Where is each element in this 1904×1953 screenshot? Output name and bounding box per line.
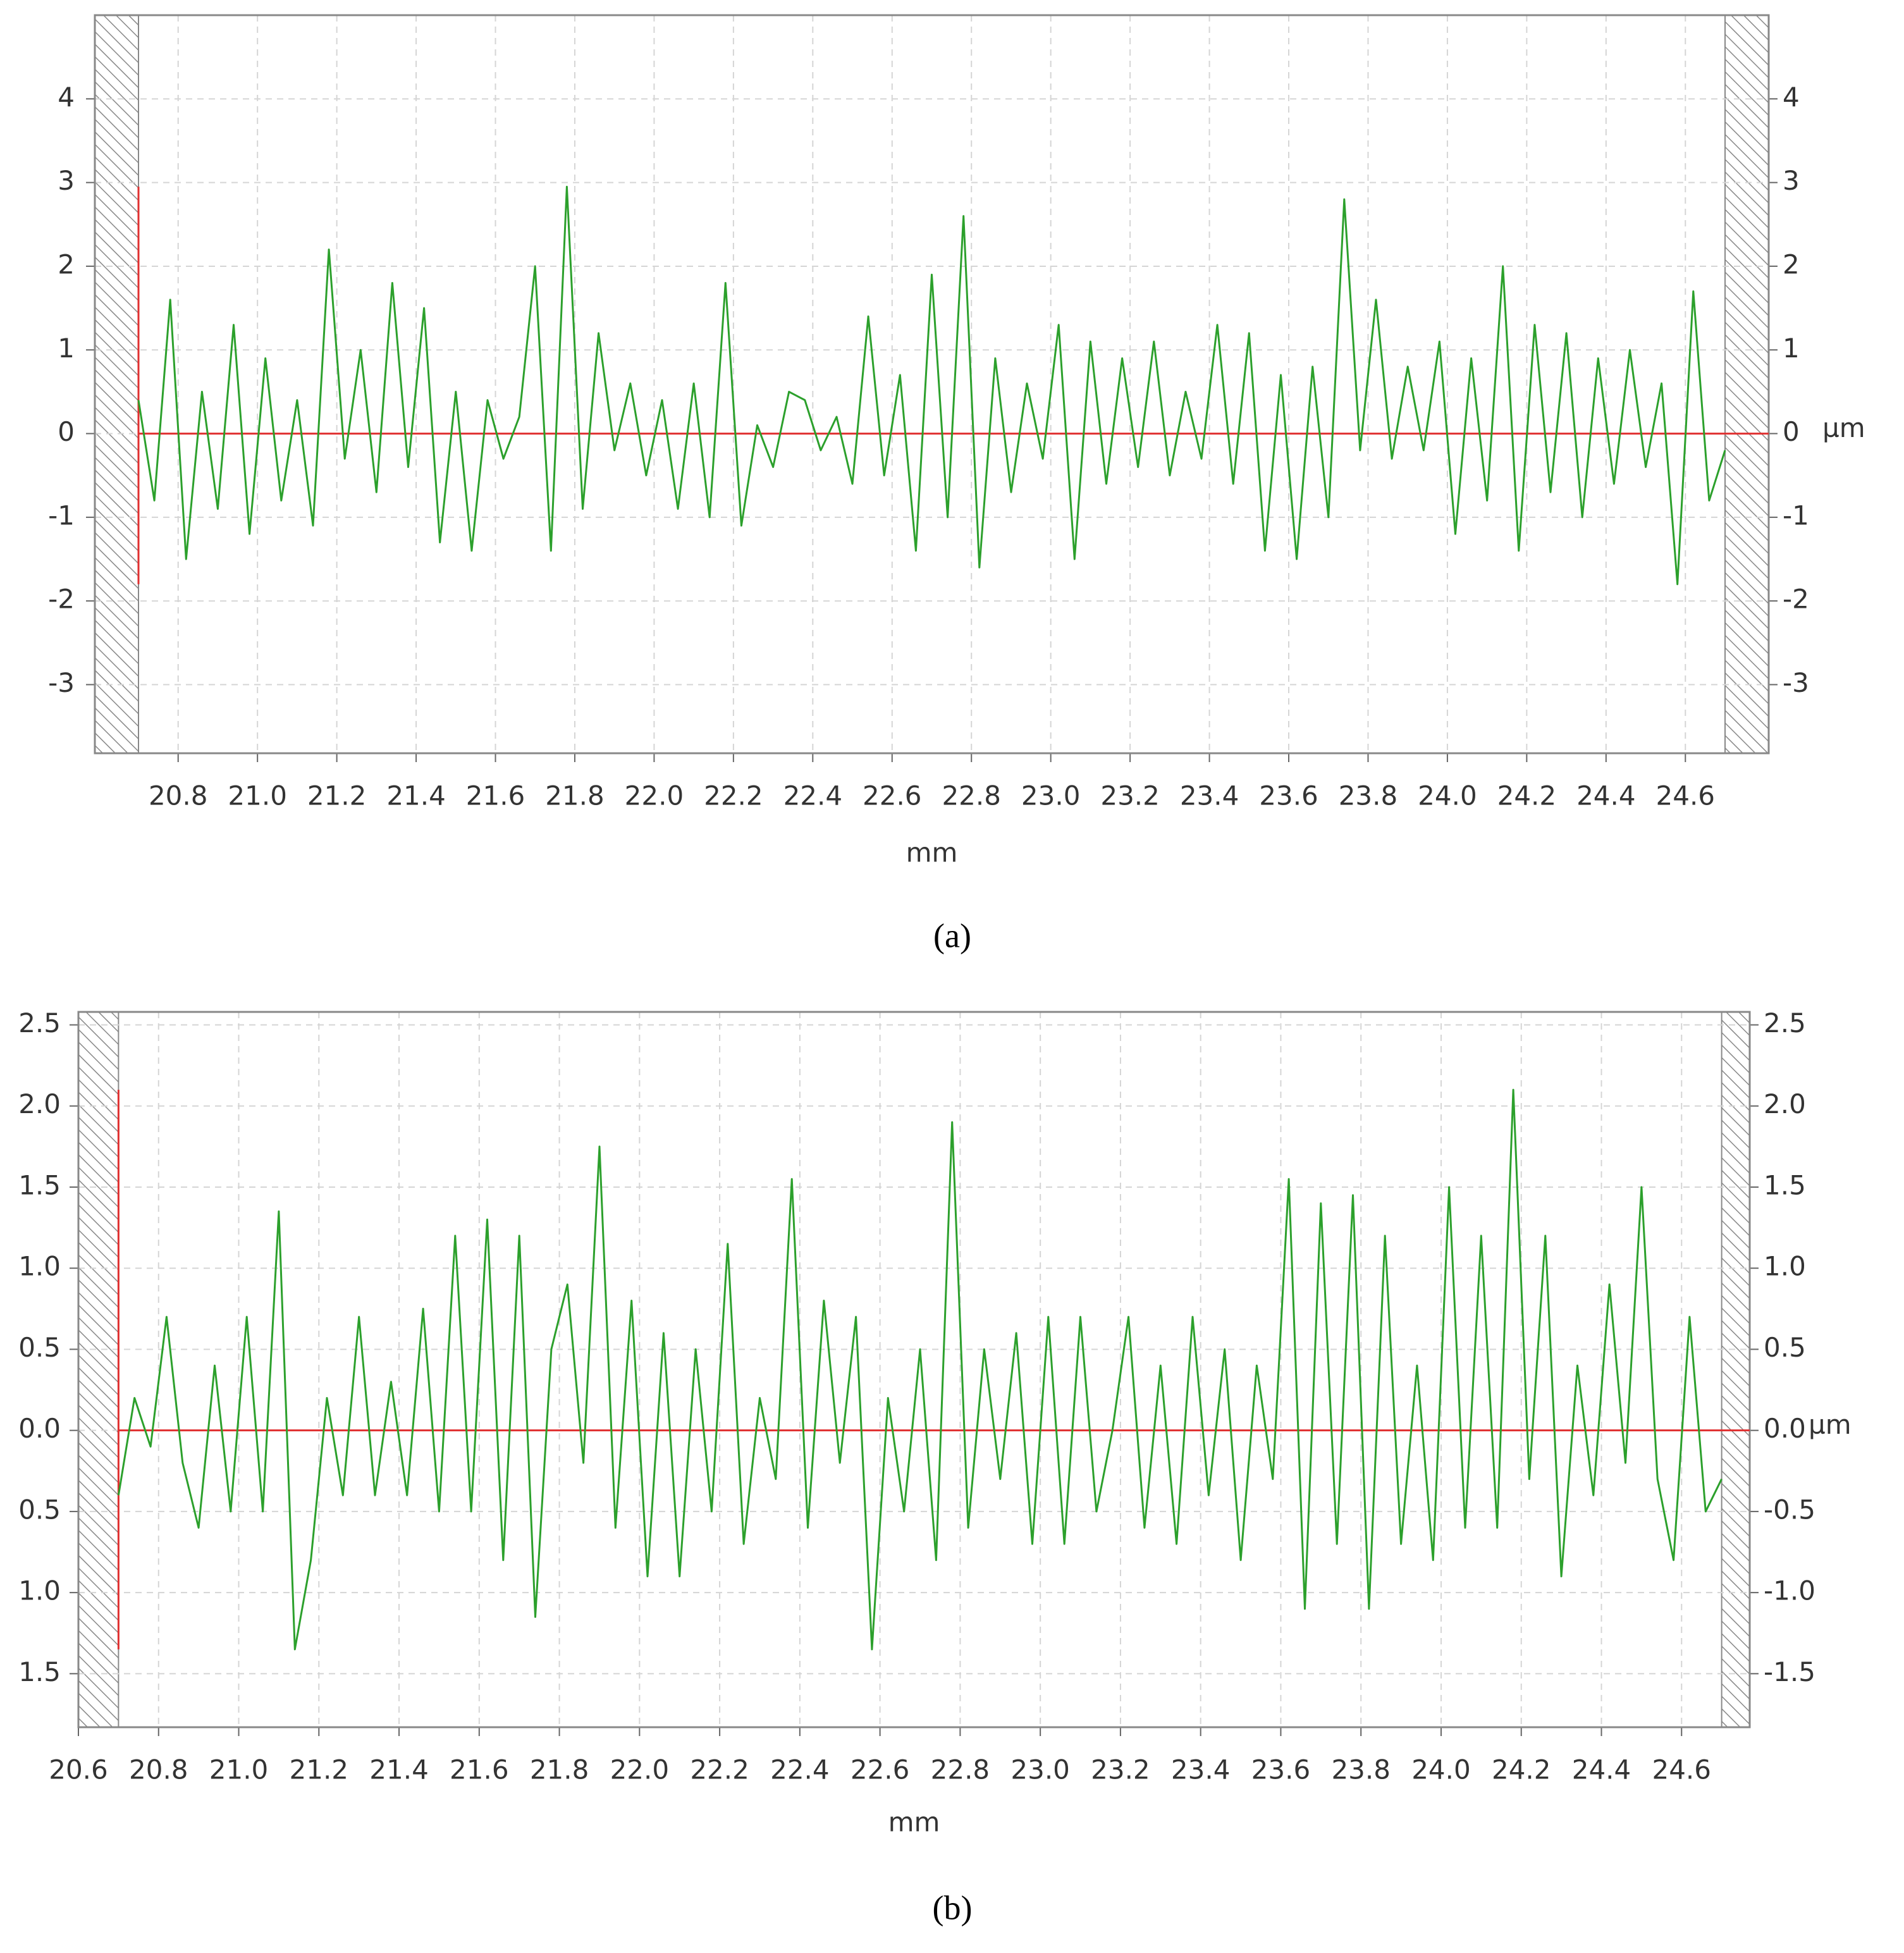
- profile-line: [117, 1088, 1723, 1651]
- x-tick-label: 22.0: [610, 1754, 670, 1785]
- caption: (b): [933, 1888, 973, 1926]
- y2-tick-label: 1.5: [1764, 1169, 1806, 1200]
- y2-tick-label: -0.5: [1764, 1494, 1815, 1525]
- x-tick-label: 23.0: [1021, 780, 1081, 811]
- x-tick-label: 22.6: [851, 1754, 910, 1785]
- y2-tick-label: 2.0: [1764, 1088, 1806, 1119]
- x-tick-label: 21.0: [209, 1754, 269, 1785]
- x-tick-label: 21.6: [450, 1754, 509, 1785]
- x-tick-label: 22.2: [704, 780, 763, 811]
- x-tick-label: 23.4: [1180, 780, 1239, 811]
- y-tick-label: -3: [48, 667, 75, 698]
- y2-tick-label: 0: [1783, 416, 1800, 447]
- y2-tick-label: -1: [1783, 500, 1809, 531]
- y-tick-label: 1.0: [18, 1575, 61, 1606]
- y-tick-label: 2.5: [18, 1007, 61, 1038]
- x-axis-label: mm: [906, 837, 958, 868]
- x-tick-label: 22.0: [625, 780, 684, 811]
- hatch-left: [78, 1011, 120, 1728]
- x-tick-label: 23.8: [1339, 780, 1398, 811]
- y2-tick-label: 2: [1783, 249, 1800, 280]
- x-tick-label: 22.8: [942, 780, 1001, 811]
- hatch-right: [1724, 15, 1770, 754]
- y-tick-label: 1.0: [18, 1251, 61, 1282]
- x-tick-label: 22.4: [770, 1754, 830, 1785]
- x-tick-label: 20.6: [49, 1754, 108, 1785]
- x-tick-label: 23.6: [1259, 780, 1318, 811]
- x-tick-label: 22.8: [931, 1754, 990, 1785]
- x-tick-label: 24.4: [1576, 780, 1636, 811]
- plot-area: [78, 1012, 1750, 1727]
- x-tick-label: 21.4: [386, 780, 446, 811]
- x-tick-label: 21.8: [545, 780, 605, 811]
- y-tick-label: 0.5: [18, 1332, 61, 1363]
- y2-tick-label: 3: [1783, 165, 1800, 196]
- x-tick-label: 23.2: [1100, 780, 1160, 811]
- x-tick-label: 22.4: [783, 780, 843, 811]
- profile-line: [137, 185, 1726, 586]
- hatch-right: [1721, 1011, 1750, 1728]
- x-tick-label: 24.6: [1652, 1754, 1711, 1785]
- x-tick-label: 24.2: [1497, 780, 1557, 811]
- y2-tick-label: 1.0: [1764, 1251, 1806, 1282]
- y2-tick-label: 0.0: [1764, 1413, 1806, 1444]
- x-tick-label: 21.8: [530, 1754, 589, 1785]
- x-tick-label: 21.0: [228, 780, 287, 811]
- y2-tick-label: 2.5: [1764, 1007, 1806, 1038]
- y-tick-label: 3: [58, 165, 75, 196]
- x-tick-label: 24.6: [1656, 780, 1716, 811]
- y2-axis-label: µm: [1822, 412, 1865, 443]
- x-tick-label: 24.0: [1418, 780, 1477, 811]
- y-tick-label: -1: [48, 500, 75, 531]
- y2-tick-label: -1.5: [1764, 1656, 1815, 1687]
- y-tick-label: -2: [48, 584, 75, 615]
- y-tick-label: 0: [58, 416, 75, 447]
- y-tick-label: 1.5: [18, 1169, 61, 1200]
- x-tick-label: 23.8: [1331, 1754, 1391, 1785]
- y2-tick-label: -1.0: [1764, 1575, 1815, 1606]
- x-tick-label: 24.0: [1411, 1754, 1471, 1785]
- x-tick-label: 21.2: [290, 1754, 349, 1785]
- y-tick-label: 0.5: [18, 1494, 61, 1525]
- y2-tick-label: 1: [1783, 333, 1800, 364]
- y2-axis-label: µm: [1809, 1409, 1852, 1440]
- x-tick-label: 24.2: [1492, 1754, 1551, 1785]
- y-tick-label: 2.0: [18, 1088, 61, 1119]
- x-tick-label: 21.2: [307, 780, 367, 811]
- plot-frame: [77, 1011, 1751, 1728]
- x-axis-label: mm: [888, 1807, 940, 1838]
- y2-tick-label: 0.5: [1764, 1332, 1806, 1363]
- plot-frame: [94, 14, 1770, 755]
- plot-area: [95, 15, 1769, 753]
- hatch-left: [94, 15, 139, 754]
- caption: (a): [933, 916, 971, 954]
- x-tick-label: 21.4: [369, 1754, 429, 1785]
- y-tick-label: 0.0: [18, 1413, 61, 1444]
- y-tick-label: 1.5: [18, 1656, 61, 1687]
- y2-tick-label: 4: [1783, 82, 1800, 113]
- x-tick-label: 23.4: [1171, 1754, 1231, 1785]
- x-tick-label: 23.2: [1091, 1754, 1150, 1785]
- x-tick-label: 21.6: [466, 780, 525, 811]
- y2-tick-label: -2: [1783, 584, 1809, 615]
- y-tick-label: 1: [58, 333, 75, 364]
- y-tick-label: 2: [58, 249, 75, 280]
- y-tick-label: 4: [58, 82, 75, 113]
- x-tick-label: 24.4: [1572, 1754, 1631, 1785]
- x-tick-label: 23.6: [1251, 1754, 1311, 1785]
- x-tick-label: 20.8: [129, 1754, 188, 1785]
- y2-tick-label: -3: [1783, 667, 1809, 698]
- x-tick-label: 22.6: [863, 780, 922, 811]
- x-tick-label: 20.8: [149, 780, 208, 811]
- x-tick-label: 23.0: [1010, 1754, 1070, 1785]
- x-tick-label: 22.2: [690, 1754, 749, 1785]
